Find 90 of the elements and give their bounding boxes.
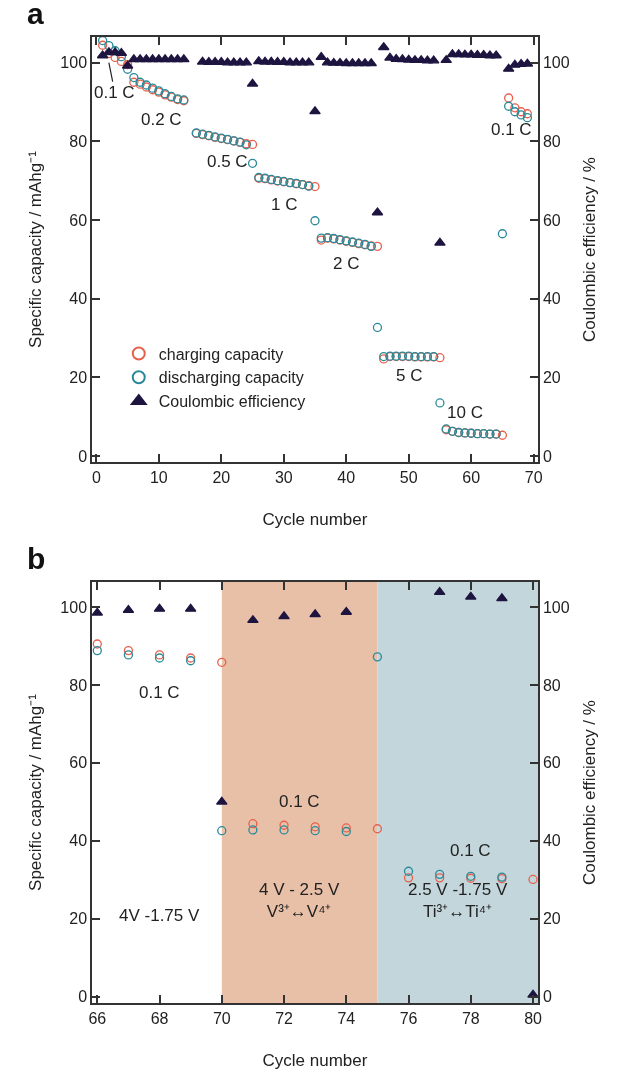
point [278,611,290,620]
y2-tick-label: 80 [542,132,561,150]
x-tick-label: 68 [150,1009,169,1027]
y-tick-label: 40 [69,290,88,308]
annotation: 0.1 C [279,792,320,811]
annotation: 0.5 C [207,152,248,171]
point [123,645,134,656]
y-tick-label: 20 [69,368,88,386]
y-tick-label: 60 [69,211,88,229]
annotation: 5 C [396,366,423,385]
annotation: 0.1 C [450,841,491,860]
x-tick-label: 70 [212,1009,231,1027]
x-tick-label: 66 [88,1009,107,1027]
y-axis-title: Specific capacity / mAhg⁻¹ [26,150,46,348]
band-label: 2.5 V -1.75 V Ti³⁺↔Ti⁴⁺ [408,880,508,922]
point [435,869,445,880]
y-tick-label: 0 [78,447,88,465]
annotation: 4V -1.75 V [119,906,200,925]
y-tick-label: 60 [69,754,88,772]
x-tick-label: 10 [149,468,168,486]
point [403,873,414,883]
y-tick-label: 0 [78,988,88,1006]
annotation: 0.1 C [139,683,180,702]
x-tick-label: 30 [274,468,293,486]
y-tick-label: 80 [69,132,88,150]
x-tick-label: 40 [337,468,356,486]
y2-tick-label: 60 [542,211,561,229]
annotation: 0.2 C [141,110,182,129]
point [248,819,258,829]
legend-label: discharging capacity [158,369,304,387]
y-tick-label: 40 [69,832,88,850]
point [310,826,320,836]
annotation: 1 C [271,195,298,214]
y-tick-label: 100 [60,54,88,72]
y2-tick-label: 100 [542,54,570,72]
point [528,874,538,885]
x-tick-label: 60 [462,468,481,486]
point [92,639,102,649]
chart-title: b [27,542,46,575]
y2-tick-label: 20 [542,368,561,386]
y-tick-label: 20 [69,910,88,928]
point [341,826,351,837]
annotation: 2 C [333,254,360,273]
x-tick-label: 76 [399,1009,418,1027]
x-axis-title: Cycle number [262,1050,368,1070]
x-axis-title: Cycle number [262,509,368,529]
x-tick-label: 78 [461,1009,480,1027]
point [123,650,134,660]
y2-tick-label: 40 [542,832,561,850]
point [217,657,227,667]
annotation: 0.1 C [94,83,135,102]
x-tick-label: 20 [212,468,231,486]
y2-tick-label: 0 [542,447,552,465]
point [433,586,446,596]
annotation: 0.1 C [491,120,532,139]
x-tick-label: 70 [524,468,543,486]
y2-axis-title: Coulombic efficiency / % [579,157,599,342]
point [279,825,289,835]
band-label: 4 V - 2.5 V V³⁺↔V⁴⁺ [259,880,340,922]
point [496,593,508,602]
legend-label: charging capacity [158,345,284,363]
x-tick-label: 0 [91,468,101,486]
x-tick-label: 80 [524,1009,543,1027]
point [372,824,383,834]
point [310,822,320,832]
y2-tick-label: 80 [542,676,561,694]
point [341,823,351,833]
y2-tick-label: 0 [542,988,552,1006]
x-tick-label: 50 [399,468,418,486]
y2-tick-label: 100 [542,598,570,616]
y2-axis-title: Coulombic efficiency / % [579,700,599,885]
x-tick-label: 74 [337,1009,356,1027]
point [217,826,227,836]
y-tick-label: 80 [69,676,88,694]
point [279,820,289,830]
point [435,873,445,883]
y2-tick-label: 20 [542,910,561,928]
point [372,652,383,662]
y2-tick-label: 60 [542,754,561,772]
point [92,645,102,656]
legend-label: Coulombic efficiency [158,393,306,411]
y-tick-label: 100 [60,598,88,616]
y-axis-title: Specific capacity / mAhg⁻¹ [26,693,46,891]
point [248,825,258,835]
chart-title: a [27,0,44,30]
y2-tick-label: 40 [542,290,561,308]
x-tick-label: 72 [275,1009,294,1027]
point [403,866,414,876]
point [247,615,259,624]
annotation: 10 C [447,403,483,422]
